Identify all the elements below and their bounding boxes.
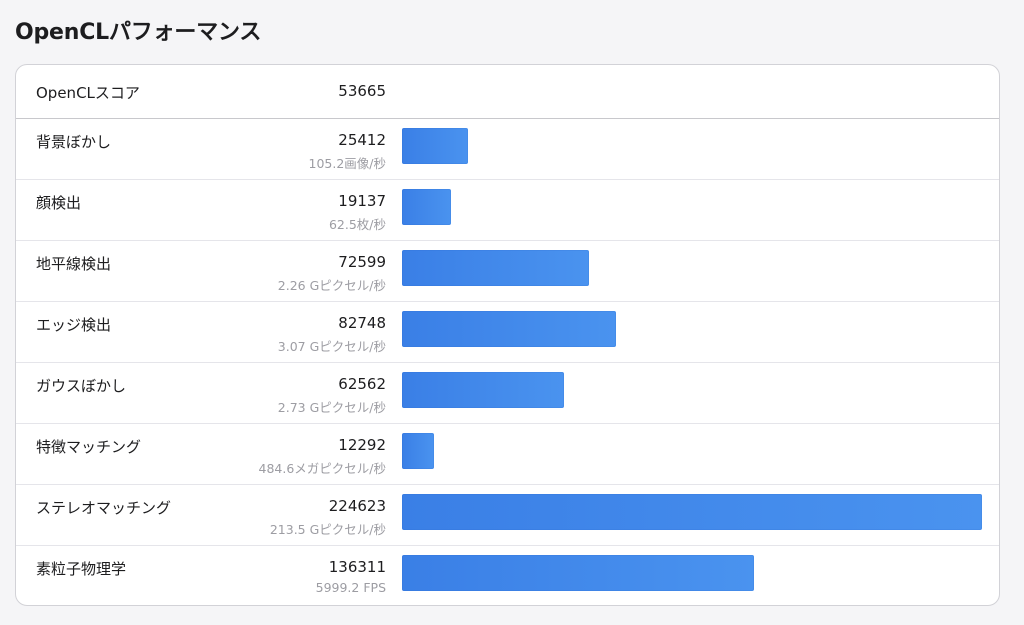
benchmark-name: 顔検出 — [36, 194, 82, 212]
score-bar — [402, 494, 982, 530]
summary-row: OpenCLスコア 53665 — [16, 65, 999, 119]
benchmark-name: ガウスぼかし — [36, 377, 127, 395]
benchmark-rate: 5999.2 FPS — [315, 580, 386, 595]
benchmark-name: エッジ検出 — [36, 316, 112, 334]
benchmark-name: ステレオマッチング — [36, 499, 172, 517]
score-bar — [402, 433, 434, 469]
table-row: ステレオマッチング 224623 213.5 Gピクセル/秒 — [16, 485, 999, 546]
benchmark-rate: 213.5 Gピクセル/秒 — [269, 522, 386, 537]
benchmark-name: 素粒子物理学 — [36, 560, 127, 578]
benchmark-rate: 62.5枚/秒 — [328, 217, 386, 232]
benchmark-score: 224623 — [328, 497, 386, 515]
benchmark-rate: 2.73 Gピクセル/秒 — [277, 400, 386, 415]
table-row: エッジ検出 82748 3.07 Gピクセル/秒 — [16, 302, 999, 363]
page-title: OpenCLパフォーマンス — [15, 20, 262, 45]
benchmark-score: 12292 — [338, 436, 386, 454]
score-bar — [402, 128, 468, 164]
table-row: 素粒子物理学 136311 5999.2 FPS — [16, 546, 999, 605]
benchmark-name: 特徴マッチング — [36, 438, 142, 456]
benchmark-rate: 3.07 Gピクセル/秒 — [277, 339, 386, 354]
summary-label: OpenCLスコア — [36, 84, 140, 102]
summary-score: 53665 — [338, 82, 386, 100]
benchmark-score: 25412 — [338, 131, 386, 149]
table-row: 地平線検出 72599 2.26 Gピクセル/秒 — [16, 241, 999, 302]
results-card: OpenCLスコア 53665 背景ぼかし 25412 105.2画像/秒顔検出 19… — [15, 64, 1000, 606]
benchmark-name: 地平線検出 — [36, 255, 112, 273]
benchmark-rate: 105.2画像/秒 — [308, 156, 387, 171]
benchmark-name: 背景ぼかし — [36, 133, 112, 151]
benchmark-score: 19137 — [338, 192, 386, 210]
table-row: 顔検出 19137 62.5枚/秒 — [16, 180, 999, 241]
benchmark-rate: 2.26 Gピクセル/秒 — [277, 278, 386, 293]
table-row: ガウスぼかし 62562 2.73 Gピクセル/秒 — [16, 363, 999, 424]
benchmark-rate: 484.6メガピクセル/秒 — [258, 461, 387, 476]
table-row: 特徴マッチング 12292 484.6メガピクセル/秒 — [16, 424, 999, 485]
benchmark-score: 82748 — [338, 314, 386, 332]
benchmark-score: 72599 — [338, 253, 386, 271]
score-bar — [402, 189, 451, 225]
score-bar — [402, 250, 589, 286]
benchmark-score: 62562 — [338, 375, 386, 393]
score-bar — [402, 372, 564, 408]
table-row: 背景ぼかし 25412 105.2画像/秒 — [16, 119, 999, 180]
score-bar — [402, 311, 616, 347]
benchmark-score: 136311 — [328, 558, 386, 576]
score-bar — [402, 555, 754, 591]
